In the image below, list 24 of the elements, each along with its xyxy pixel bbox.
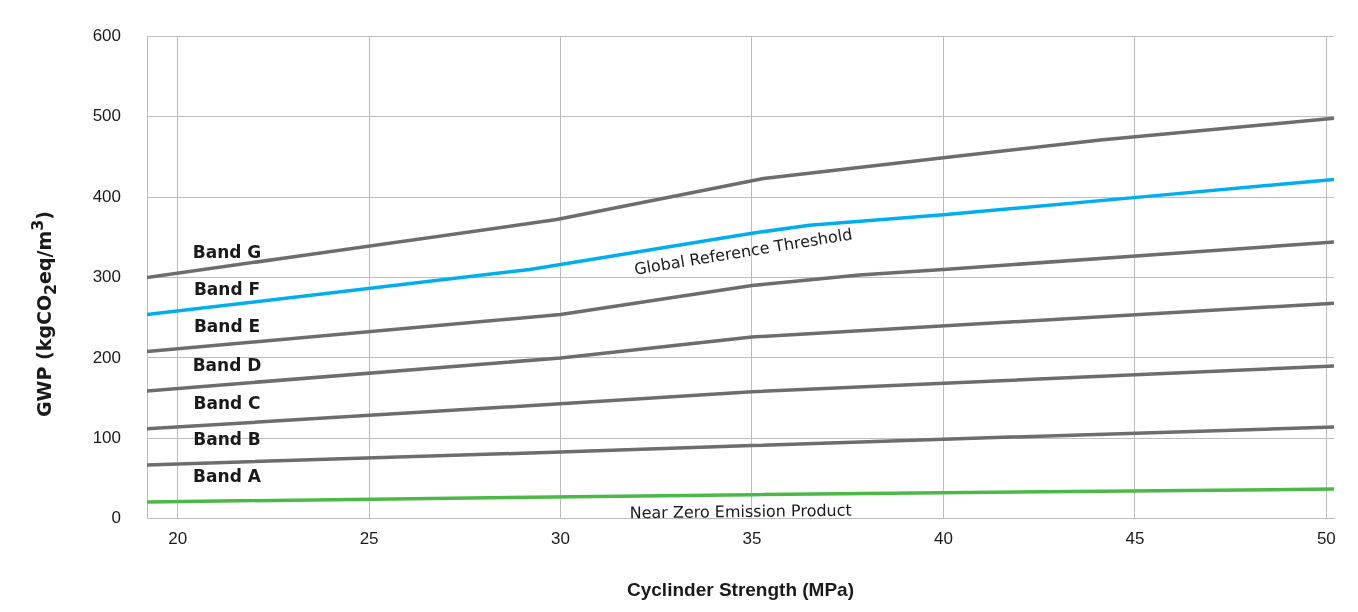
x-tick-label: 45 [1125,528,1145,548]
annotation: Band E [193,315,261,336]
series-label: Near Zero Emission Product [629,500,852,523]
x-axis-title: Cyclinder Strength (MPa) [627,578,854,600]
x-tick-label: 40 [933,528,953,548]
text: Global Reference Threshold [632,224,854,279]
y-tick-label: 200 [92,347,121,367]
annotation: Band C [193,393,261,414]
annotation: Band F [193,278,261,299]
y-tick-label: 400 [92,186,121,206]
x-tick-label: 20 [168,528,188,548]
annotation: Band G [192,241,262,262]
annotation: Band D [192,355,262,376]
x-tick-label: 25 [359,528,379,548]
y-tick-label: 600 [92,25,121,45]
y-tick-label: 500 [92,106,121,126]
annotation: Band A [193,466,262,487]
annotation: Band B [193,429,261,450]
y-tick-label: 300 [92,267,121,287]
y-tick-label: 100 [92,428,121,448]
y-tick-label: 0 [111,508,121,528]
x-tick-label: 35 [742,528,762,548]
x-tick-label: 30 [551,528,570,548]
x-tick-label: 50 [1316,528,1336,548]
